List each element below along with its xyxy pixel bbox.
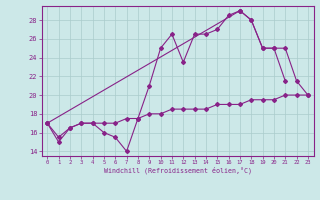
X-axis label: Windchill (Refroidissement éolien,°C): Windchill (Refroidissement éolien,°C) xyxy=(104,167,252,174)
